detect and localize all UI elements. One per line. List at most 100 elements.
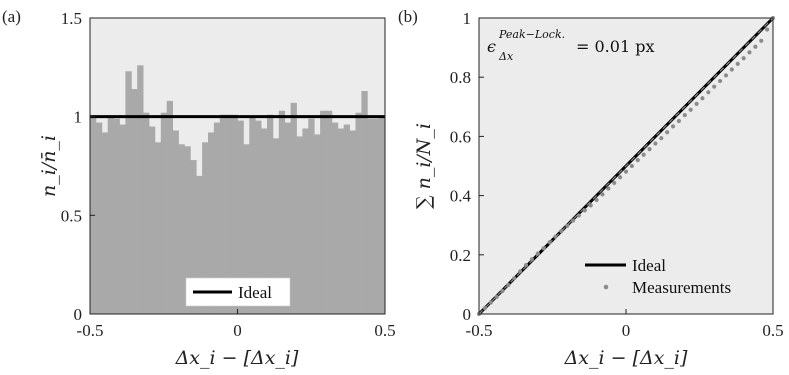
panel-b-ylabel: ∑ n_i/N_i (413, 123, 435, 209)
measurement-point (712, 84, 717, 89)
histogram-bar (255, 120, 262, 314)
panel-a-legend: Ideal (185, 277, 291, 307)
measurement-point (688, 107, 693, 112)
histogram-bar (196, 175, 203, 314)
y-tick-label: 0.8 (450, 68, 471, 87)
histogram-bar (243, 144, 250, 314)
measurement-point (641, 152, 646, 157)
y-tick-label: 0 (463, 305, 472, 324)
histogram-bar (107, 116, 114, 315)
histogram-bar (143, 112, 150, 314)
measurement-point (576, 213, 582, 218)
panel-a-ylabel: n_i/n̄_i (38, 135, 60, 197)
histogram-bar (314, 134, 321, 314)
panel-a-xlabel: Δx_i − [Δx_i] (175, 347, 299, 369)
panel-a: (a) -0.5 0 0.500.511.5 Ideal Δx_i − [Δx_i]… (2, 7, 396, 369)
histogram-bar (149, 126, 156, 315)
measurement-point (612, 180, 617, 185)
y-tick-label: 0.4 (450, 187, 472, 206)
measurement-point (618, 175, 623, 180)
panel-a-label: (a) (2, 7, 21, 26)
histogram-bar (367, 118, 374, 314)
y-tick-label: 0.6 (450, 127, 471, 146)
panel-b-legend: Ideal Measurements (585, 256, 731, 297)
measurement-point (623, 169, 629, 174)
panel-b-legend-measurements-swatch (603, 284, 609, 290)
panel-b-xlabel: Δx_i − [Δx_i] (564, 347, 688, 369)
measurement-point (588, 203, 593, 208)
measurement-point (665, 130, 670, 135)
histogram-bar (355, 112, 362, 314)
measurement-point (659, 136, 664, 141)
histogram-bar (331, 122, 339, 314)
histogram-bar (190, 160, 197, 314)
y-tick-label: 1 (74, 108, 83, 127)
measurement-point (717, 78, 723, 84)
x-tick-label: -0.5 (77, 321, 104, 340)
histogram-bar (131, 89, 138, 314)
panel-b-dashed-overlay (478, 17, 774, 315)
x-tick-label: 0.5 (762, 321, 783, 340)
histogram-bar (261, 128, 268, 314)
histogram-bar (373, 118, 380, 314)
y-tick-label: 0.2 (450, 246, 471, 265)
x-tick-label: -0.5 (466, 321, 493, 340)
x-tick-label: 0 (233, 321, 242, 340)
histogram-bar (349, 130, 356, 314)
histogram-bar (225, 114, 232, 315)
histogram-bar (113, 118, 120, 314)
panel-b-ticks: -0.5 0 0.500.20.40.60.81 (450, 9, 784, 340)
histogram-bar (290, 102, 297, 314)
histogram-bar (302, 128, 309, 314)
measurement-point (635, 157, 640, 163)
measurement-point (682, 112, 687, 118)
histogram-bar (231, 114, 238, 315)
measurement-point (670, 124, 676, 129)
histogram-bar (172, 130, 179, 314)
histogram-bar (343, 124, 350, 314)
annotation-superscript: Peak−Lock. (498, 28, 565, 41)
histogram-bar (337, 128, 345, 314)
histogram-bar (237, 120, 244, 314)
measurement-point (706, 90, 711, 95)
panel-a-ticks: -0.5 0 0.500.511.5 (61, 9, 396, 340)
measurement-point (647, 147, 652, 152)
histogram-bar (379, 116, 386, 315)
measurement-point (729, 67, 734, 72)
histogram-bar (160, 112, 168, 314)
histogram-bar (119, 124, 126, 314)
measurement-point (741, 56, 746, 61)
histogram-bar (137, 65, 144, 314)
panel-a-bars (90, 65, 386, 315)
panel-a-legend-ideal-label: Ideal (238, 283, 272, 302)
measurement-point (700, 96, 705, 101)
x-tick-label: 0 (622, 321, 631, 340)
annotation-subscript: Δx (498, 50, 514, 63)
panel-b-legend-ideal-label: Ideal (632, 256, 666, 275)
histogram-bar (272, 138, 280, 314)
measurement-point (653, 141, 658, 146)
measurement-point (735, 61, 740, 66)
histogram-bar (178, 144, 185, 314)
histogram-bar (278, 110, 286, 314)
y-tick-label: 1 (463, 9, 472, 28)
measurement-point (494, 294, 499, 299)
annotation-value: = 0.01 px (576, 37, 654, 56)
measurement-point (488, 300, 493, 305)
measurement-point (676, 118, 682, 124)
histogram-bar (219, 114, 227, 315)
histogram-bar (213, 122, 221, 314)
annotation-epsilon: ϵ (487, 37, 496, 56)
panel-b-label: (b) (398, 7, 418, 26)
measurement-point (759, 38, 764, 43)
histogram-bar (184, 146, 191, 314)
histogram-bar (249, 116, 256, 315)
histogram-bar (154, 142, 162, 314)
measurement-point (694, 101, 699, 106)
measurement-point (600, 192, 605, 197)
measurement-point (535, 251, 540, 256)
histogram-bar (284, 122, 291, 314)
histogram-bar (267, 114, 274, 315)
measurement-point (518, 269, 523, 274)
